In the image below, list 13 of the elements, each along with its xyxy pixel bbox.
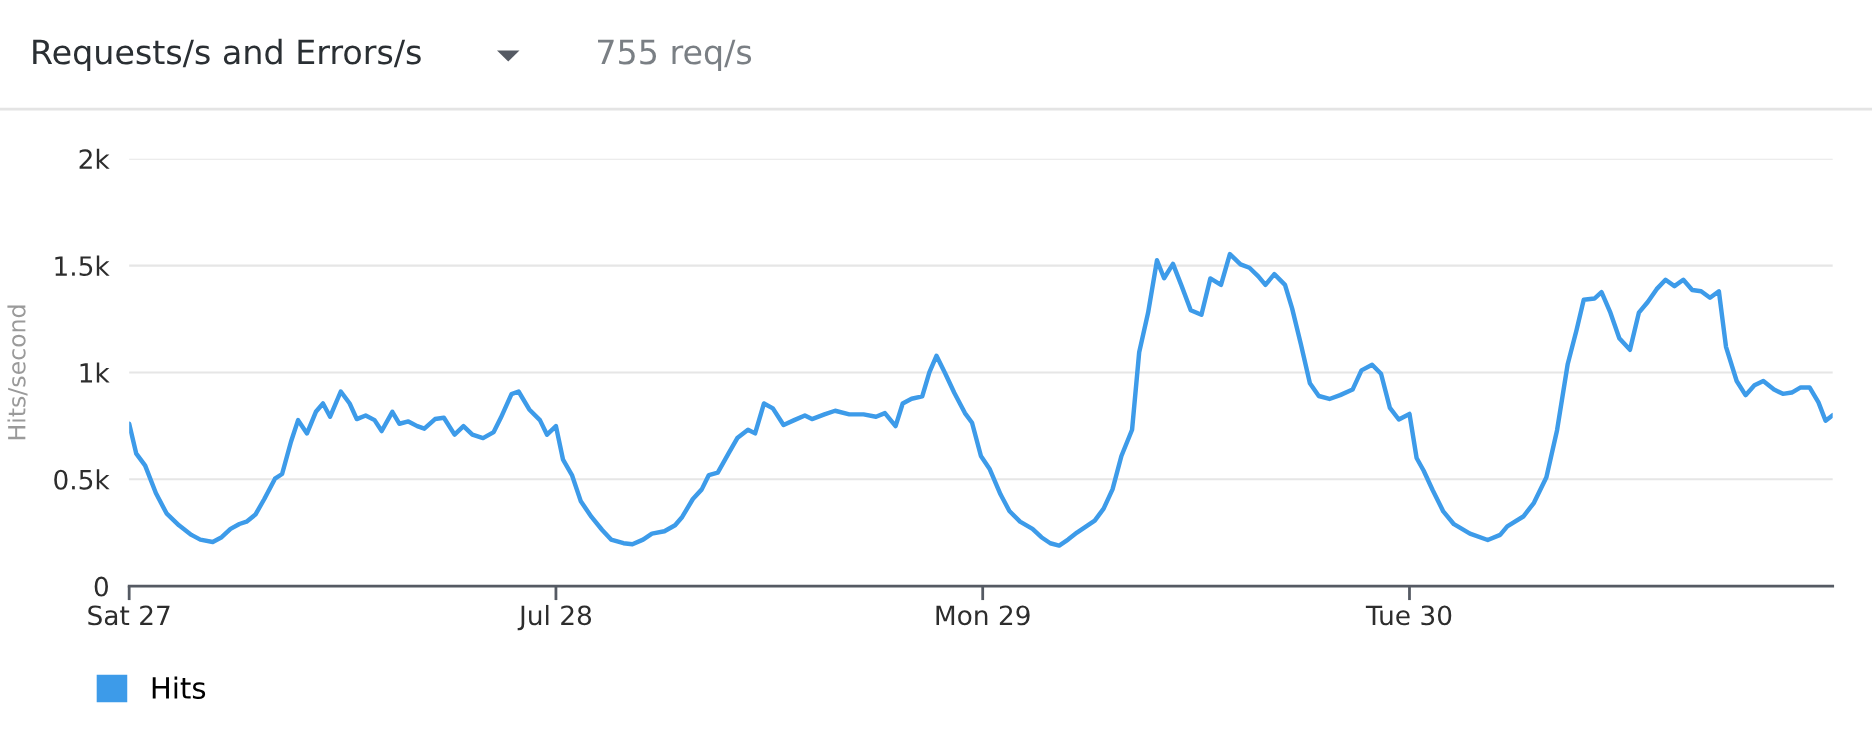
y-tick-label: 1.5k <box>55 255 110 277</box>
y-axis-title: Hits/second <box>7 305 28 440</box>
y-tick-label: 1k <box>80 362 110 383</box>
y-tick-label: 0.5k <box>54 469 110 490</box>
x-tick-label: Tue 30 <box>1365 605 1452 626</box>
x-tick-label: Jul 28 <box>517 604 592 631</box>
legend-label: Hits <box>152 676 206 699</box>
chart-subtitle: 755 req/s <box>598 39 752 72</box>
y-tick-label: 2k <box>79 148 110 169</box>
x-tick-label: Mon 29 <box>936 605 1030 626</box>
x-tick-label: Sat 27 <box>88 605 170 626</box>
y-tick-label: 0 <box>94 576 108 597</box>
chart-title: Requests/s and Errors/s <box>33 38 421 72</box>
